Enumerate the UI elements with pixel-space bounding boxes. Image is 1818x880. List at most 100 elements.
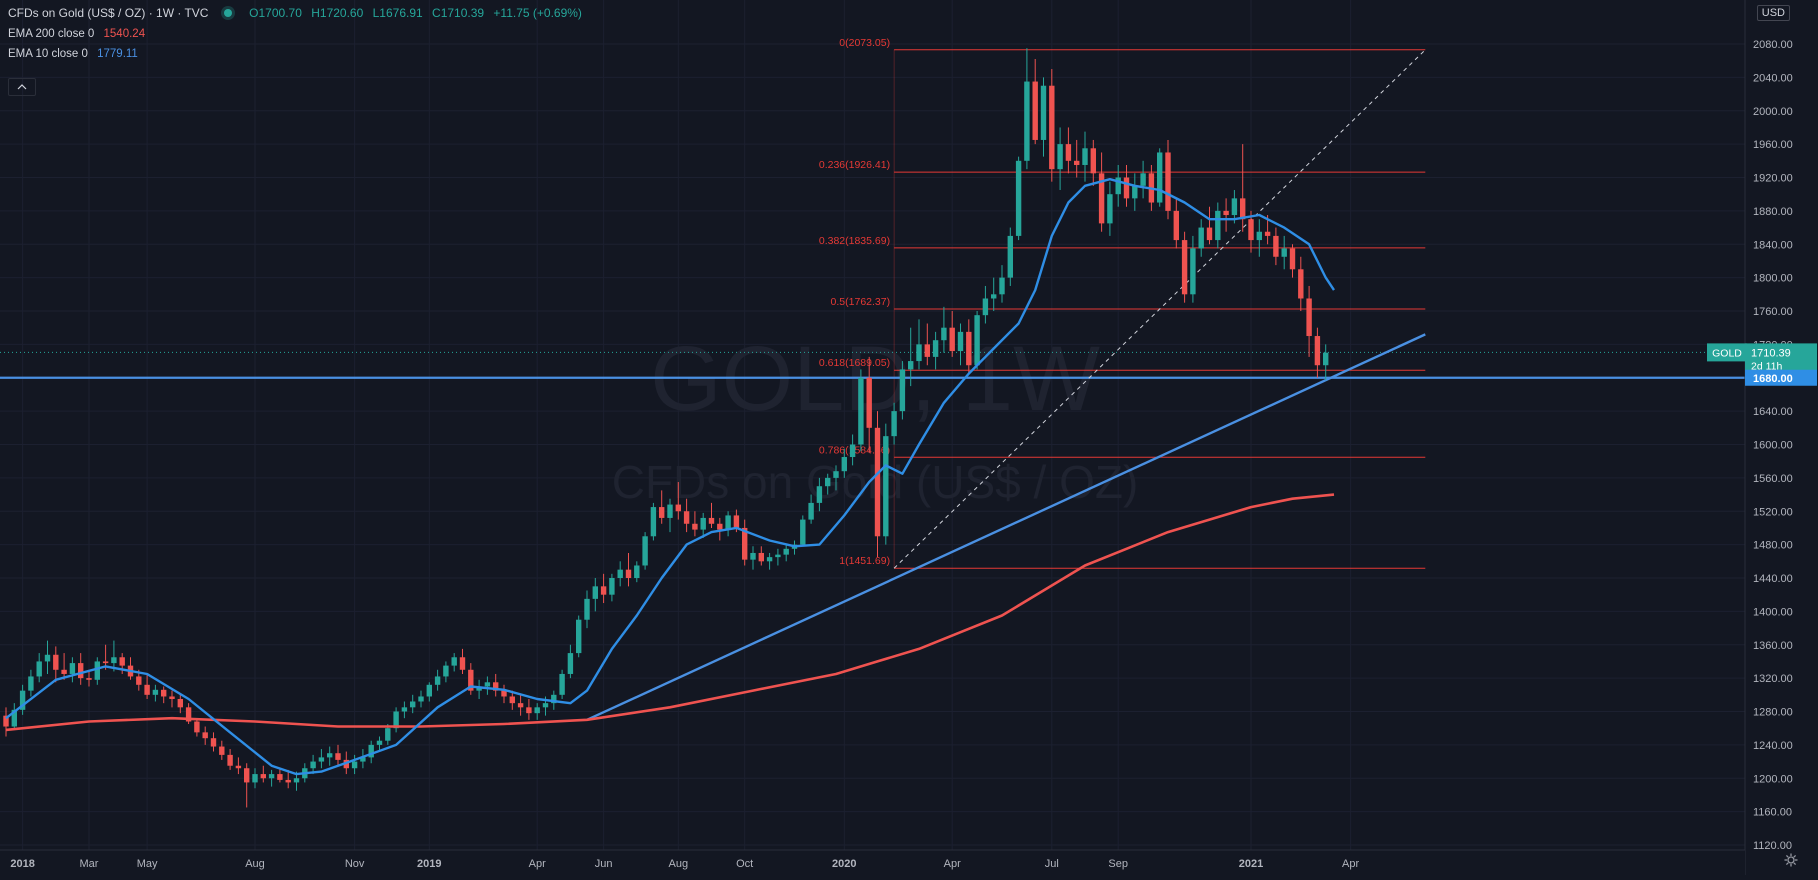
candle-body bbox=[567, 653, 574, 674]
candle-body bbox=[351, 761, 358, 769]
candle-body bbox=[700, 517, 706, 530]
candle-body bbox=[1273, 235, 1279, 257]
price-badge-value: 1710.39 bbox=[1751, 347, 1791, 359]
candle-body bbox=[468, 669, 474, 691]
candle-body bbox=[1024, 81, 1030, 161]
candle-body bbox=[459, 657, 466, 670]
price-tick-label: 1800.00 bbox=[1753, 273, 1793, 285]
candle bbox=[459, 648, 466, 674]
candle bbox=[808, 494, 814, 524]
candle-body bbox=[244, 768, 250, 783]
candle bbox=[1140, 160, 1146, 199]
candle bbox=[351, 754, 358, 775]
ema-lines bbox=[5, 178, 1335, 776]
candle bbox=[19, 684, 26, 715]
time-tick-label: Jul bbox=[1045, 858, 1059, 870]
candle bbox=[625, 552, 632, 587]
candle bbox=[692, 511, 698, 537]
candle-body bbox=[1115, 177, 1121, 195]
candle bbox=[327, 746, 333, 766]
candle-body bbox=[185, 707, 192, 722]
candle bbox=[600, 573, 607, 604]
symbol-title[interactable]: CFDs on Gold (US$ / OZ) · 1W · TVC bbox=[8, 6, 209, 20]
candle-body bbox=[758, 552, 764, 562]
candle-body bbox=[1157, 152, 1163, 203]
candle bbox=[111, 640, 117, 672]
indicator-ema200[interactable]: EMA 200 close 0 1540.24 bbox=[8, 28, 145, 40]
price-badge-bg bbox=[1745, 343, 1817, 374]
candle bbox=[725, 511, 731, 537]
level-badge-bg bbox=[1745, 369, 1817, 386]
candle-body bbox=[874, 427, 881, 537]
candle bbox=[44, 640, 51, 674]
price-tick-label: 1920.00 bbox=[1753, 173, 1793, 185]
candle bbox=[202, 726, 208, 745]
candle-body bbox=[119, 657, 125, 666]
candle-body bbox=[1314, 336, 1321, 366]
price-tick-label: 1840.00 bbox=[1753, 239, 1793, 251]
candle-body bbox=[891, 411, 897, 437]
candle-body bbox=[949, 327, 955, 352]
chart-header: CFDs on Gold (US$ / OZ) · 1W · TVC O1700… bbox=[8, 6, 588, 20]
price-badge-symbol: GOLD bbox=[1712, 347, 1742, 359]
candle bbox=[800, 515, 806, 547]
candle-body bbox=[94, 661, 100, 680]
candle bbox=[468, 663, 474, 695]
candle bbox=[484, 676, 491, 695]
settings-gear[interactable] bbox=[1784, 853, 1798, 867]
candle-body bbox=[957, 331, 964, 352]
candle-body bbox=[816, 486, 823, 503]
candle-body bbox=[293, 778, 300, 783]
candle-body bbox=[219, 746, 225, 755]
ema10-line bbox=[5, 178, 1335, 776]
candle-body bbox=[260, 774, 266, 779]
candle bbox=[1165, 139, 1171, 220]
candle-body bbox=[766, 557, 773, 562]
candle-body bbox=[808, 502, 814, 520]
price-tick-label: 2080.00 bbox=[1753, 39, 1793, 51]
candle-body bbox=[742, 527, 748, 560]
fibonacci-retracement: 0(2073.05) 0.236(1926.41) 0.382(1835.69) 0.… bbox=[819, 37, 1426, 569]
candle-body bbox=[285, 779, 291, 783]
price-tick-label: 1120.00 bbox=[1753, 840, 1792, 852]
candle-body bbox=[426, 684, 432, 697]
candle-body bbox=[1065, 144, 1072, 161]
candle bbox=[401, 701, 408, 719]
currency-badge[interactable]: USD bbox=[1756, 5, 1790, 21]
candle-body bbox=[327, 753, 333, 758]
candle bbox=[650, 502, 657, 541]
candle-body bbox=[3, 715, 9, 727]
ohlc-close: C1710.39 bbox=[432, 6, 485, 20]
fib-level-label: 0.236(1926.41) bbox=[819, 159, 890, 171]
candle-body bbox=[476, 686, 482, 691]
candle bbox=[874, 411, 881, 558]
candle-body bbox=[1306, 298, 1312, 337]
candle-body bbox=[235, 765, 242, 769]
candle bbox=[94, 657, 100, 685]
price-axis-bg bbox=[1745, 0, 1818, 875]
candle-body bbox=[966, 331, 972, 366]
candle-body bbox=[825, 477, 831, 487]
watermark-symbol: GOLD, 1W bbox=[650, 328, 1100, 430]
candle bbox=[376, 736, 383, 752]
candle-body bbox=[1215, 210, 1221, 241]
indicator-ema10[interactable]: EMA 10 close 0 1779.11 bbox=[8, 48, 138, 60]
candle bbox=[1074, 139, 1080, 178]
candle bbox=[69, 657, 76, 683]
candle bbox=[708, 502, 715, 528]
candle-body bbox=[775, 554, 781, 558]
status-dot bbox=[223, 9, 232, 17]
candle-body bbox=[36, 661, 42, 677]
time-tick-label: Oct bbox=[736, 858, 753, 870]
candle bbox=[169, 690, 175, 708]
candle-body bbox=[227, 754, 233, 766]
collapse-indicators-button[interactable] bbox=[8, 78, 36, 96]
candle-body bbox=[924, 344, 930, 357]
candle-body bbox=[177, 698, 183, 708]
candle-body bbox=[576, 619, 582, 654]
candle bbox=[717, 517, 723, 541]
candle bbox=[1281, 235, 1287, 270]
candle bbox=[509, 690, 515, 710]
